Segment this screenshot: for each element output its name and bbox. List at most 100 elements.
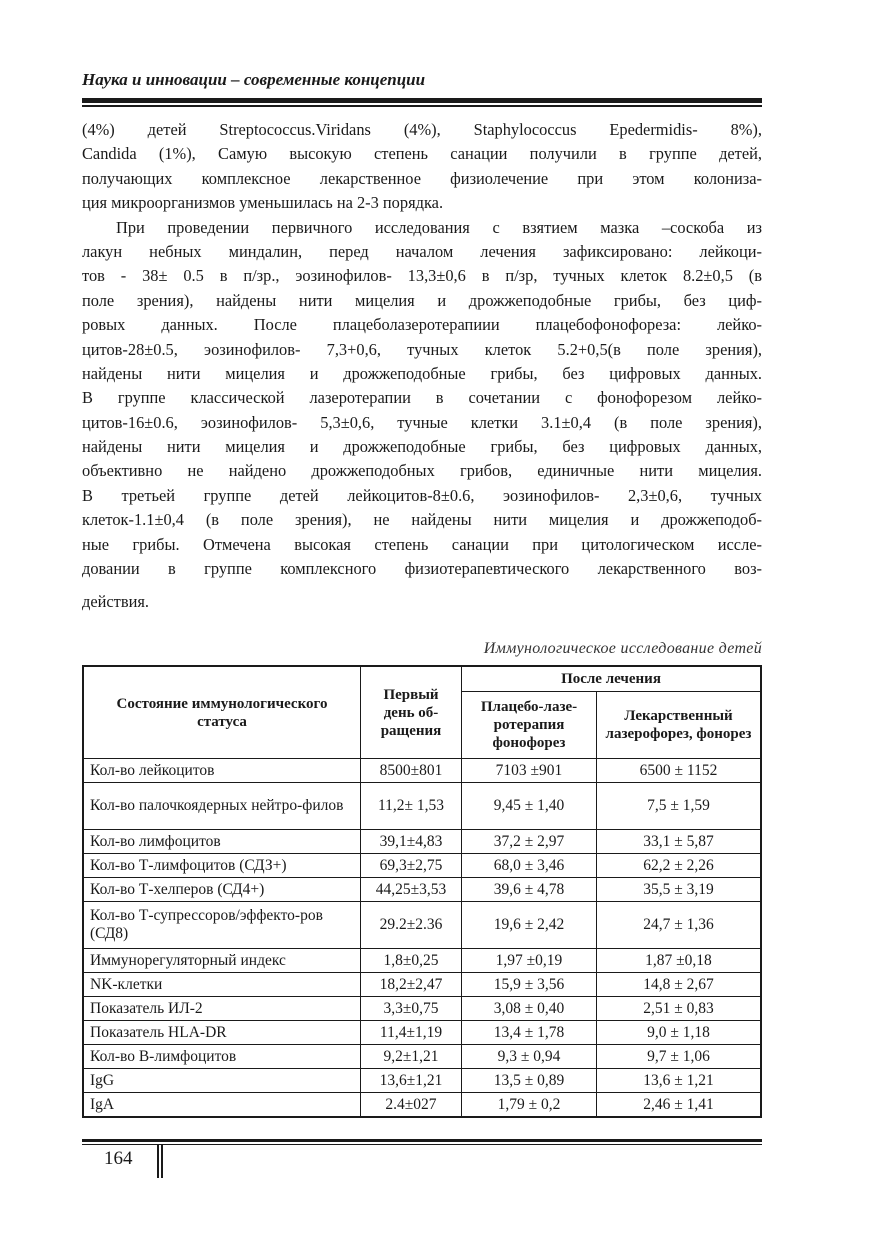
- header-after-treatment: После лечения: [461, 665, 762, 692]
- cell-value: 19,6 ± 2,42: [461, 901, 597, 949]
- text-line: тов - 38± 0.5 в п/зр., эозинофилов- 13,3…: [82, 266, 762, 286]
- cell-value: 14,8 ± 2,67: [596, 972, 762, 997]
- cell-value: 7103 ±901: [461, 758, 597, 783]
- table-row: Кол-во лейкоцитов 8500±801 7103 ±901 6500 ±…: [82, 758, 762, 783]
- text-line: цитов-16±0.6, эозинофилов- 5,3±0,6, тучн…: [82, 412, 762, 432]
- table-row: Кол-во палочкоядерных нейтро-филов 11,2± …: [82, 782, 762, 830]
- cell-value: 13,6±1,21: [360, 1068, 462, 1093]
- row-label: Кол-во лейкоцитов: [82, 758, 361, 783]
- footer-rule: [82, 1139, 762, 1142]
- cell-value: 3,3±0,75: [360, 996, 462, 1021]
- body-text: (4%) детей Streptococcus.Viridans (4%), …: [82, 118, 762, 615]
- table-row: Кол-во Т-супрессоров/эффекто-ров (СД8) 29…: [82, 901, 762, 949]
- header-drug: Лекарственный лазерофорез, фонорез: [596, 691, 762, 759]
- text-line: В группе классической лазеротерапии в со…: [82, 388, 762, 408]
- row-label: Показатель ИЛ-2: [82, 996, 361, 1021]
- page-number: 164: [104, 1148, 133, 1169]
- cell-value: 2,51 ± 0,83: [596, 996, 762, 1021]
- cell-value: 37,2 ± 2,97: [461, 829, 597, 854]
- table-caption: Иммунологическое исследование детей: [483, 640, 762, 657]
- cell-value: 69,3±2,75: [360, 853, 462, 878]
- header-rule: [82, 98, 762, 103]
- cell-value: 39,6 ± 4,78: [461, 877, 597, 902]
- row-label: Кол-во Т-лимфоцитов (СДЗ+): [82, 853, 361, 878]
- cell-value: 62,2 ± 2,26: [596, 853, 762, 878]
- cell-value: 9,7 ± 1,06: [596, 1044, 762, 1069]
- cell-value: 2.4±027: [360, 1092, 462, 1118]
- text-line: В третьей группе детей лейкоцитов-8±0.6,…: [82, 485, 762, 505]
- cell-value: 11,4±1,19: [360, 1020, 462, 1045]
- immunology-table: Состояние иммунологического статуса Перв…: [82, 665, 762, 1118]
- cell-value: 33,1 ± 5,87: [596, 829, 762, 854]
- text-line: поле зрения), найдены нити мицелия и дро…: [82, 290, 762, 310]
- cell-value: 6500 ± 1152: [596, 758, 762, 783]
- text-line: довании в группе комплексного физиотерап…: [82, 559, 762, 579]
- text-line: При проведении первичного исследования с…: [116, 217, 762, 237]
- footer-bar: [161, 1145, 163, 1178]
- cell-value: 3,08 ± 0,40: [461, 996, 597, 1021]
- cell-value: 11,2± 1,53: [360, 782, 462, 830]
- cell-value: 35,5 ± 3,19: [596, 877, 762, 902]
- row-label: Кол-во лимфоцитов: [82, 829, 361, 854]
- row-label: Показатель HLA-DR: [82, 1020, 361, 1045]
- cell-value: 29.2±2.36: [360, 901, 462, 949]
- table-row: IgA 2.4±027 1,79 ± 0,2 2,46 ± 1,41: [82, 1092, 762, 1118]
- row-label: Кол-во палочкоядерных нейтро-филов: [82, 782, 361, 830]
- text-line: (4%) детей Streptococcus.Viridans (4%), …: [82, 120, 762, 139]
- cell-value: 15,9 ± 3,56: [461, 972, 597, 997]
- header-status: Состояние иммунологического статуса: [82, 665, 361, 759]
- cell-value: 1,79 ± 0,2: [461, 1092, 597, 1118]
- text-line: цитов-28±0.5, эозинофилов- 7,3+0,6, тучн…: [82, 339, 762, 359]
- cell-value: 13,5 ± 0,89: [461, 1068, 597, 1093]
- footer-rule-thin: [82, 1144, 762, 1145]
- cell-value: 18,2±2,47: [360, 972, 462, 997]
- cell-value: 39,1±4,83: [360, 829, 462, 854]
- table-row: Иммунорегуляторный индекс 1,8±0,25 1,97 ±0…: [82, 948, 762, 973]
- text-line: найдены нити мицелия и дрожжеподобные гр…: [82, 437, 762, 457]
- text-line: Candida (1%), Самую высокую степень сана…: [82, 144, 762, 164]
- row-label: NK-клетки: [82, 972, 361, 997]
- row-label: IgG: [82, 1068, 361, 1093]
- cell-value: 24,7 ± 1,36: [596, 901, 762, 949]
- cell-value: 44,25±3,53: [360, 877, 462, 902]
- cell-value: 1,97 ±0,19: [461, 948, 597, 973]
- text-line: ция микроорганизмов уменьшилась на 2-3 п…: [82, 193, 444, 213]
- table-row: Кол-во В-лимфоцитов 9,2±1,21 9,3 ± 0,94 9,7…: [82, 1044, 762, 1069]
- header-placebo: Плацебо-лазе-ротерапия фонофорез: [461, 691, 597, 759]
- cell-value: 9,0 ± 1,18: [596, 1020, 762, 1045]
- header-first-day: Первый день об-ращения: [360, 665, 462, 759]
- cell-value: 1,8±0,25: [360, 948, 462, 973]
- cell-value: 8500±801: [360, 758, 462, 783]
- text-line: действия.: [82, 592, 149, 612]
- text-line: ные грибы. Отмечена высокая степень сана…: [82, 534, 762, 554]
- cell-value: 9,45 ± 1,40: [461, 782, 597, 830]
- cell-value: 68,0 ± 3,46: [461, 853, 597, 878]
- cell-value: 1,87 ±0,18: [596, 948, 762, 973]
- row-label: Иммунорегуляторный индекс: [82, 948, 361, 973]
- text-line: ровых данных. После плацеболазеротерапии…: [82, 315, 762, 335]
- row-label: Кол-во В-лимфоцитов: [82, 1044, 361, 1069]
- cell-value: 9,2±1,21: [360, 1044, 462, 1069]
- table-row: Показатель HLA-DR 11,4±1,19 13,4 ± 1,78 9,0…: [82, 1020, 762, 1045]
- text-line: получающих комплексное лекарственное физ…: [82, 168, 762, 188]
- table-row: Показатель ИЛ-2 3,3±0,75 3,08 ± 0,40 2,51 ±…: [82, 996, 762, 1021]
- row-label: Кол-во Т-супрессоров/эффекто-ров (СД8): [82, 901, 361, 949]
- table-row: IgG 13,6±1,21 13,5 ± 0,89 13,6 ± 1,21: [82, 1068, 762, 1093]
- header-rule-thin: [82, 105, 762, 107]
- text-line: объективно не найдено дрожжеподобных гри…: [82, 461, 762, 481]
- text-line: клеток-1.1±0,4 (в поле зрения), не найде…: [82, 510, 762, 530]
- cell-value: 13,4 ± 1,78: [461, 1020, 597, 1045]
- table-row: Кол-во Т-хелперов (СД4+) 44,25±3,53 39,6 ±…: [82, 877, 762, 902]
- cell-value: 2,46 ± 1,41: [596, 1092, 762, 1118]
- text-line: найдены нити мицелия и дрожжеподобные гр…: [82, 363, 762, 383]
- table-row: NK-клетки 18,2±2,47 15,9 ± 3,56 14,8 ± 2,67: [82, 972, 762, 997]
- footer-bar: [157, 1145, 159, 1178]
- cell-value: 9,3 ± 0,94: [461, 1044, 597, 1069]
- row-label: Кол-во Т-хелперов (СД4+): [82, 877, 361, 902]
- row-label: IgA: [82, 1092, 361, 1118]
- text-line: лакун небных миндалин, перед началом леч…: [82, 241, 762, 261]
- cell-value: 7,5 ± 1,59: [596, 782, 762, 830]
- table-row: Кол-во лимфоцитов 39,1±4,83 37,2 ± 2,97 33,…: [82, 829, 762, 854]
- running-title: Наука и инновации – современные концепци…: [82, 70, 426, 89]
- cell-value: 13,6 ± 1,21: [596, 1068, 762, 1093]
